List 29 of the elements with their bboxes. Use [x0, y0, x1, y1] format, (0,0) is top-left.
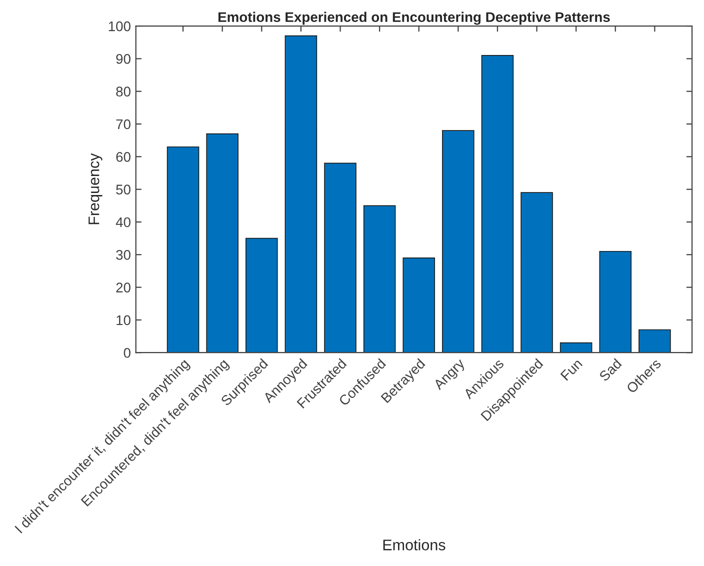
- bar: [520, 192, 553, 353]
- bar: [402, 257, 436, 353]
- bar: [599, 250, 632, 353]
- bar: [442, 130, 474, 353]
- y-tick-label: 0: [124, 348, 130, 358]
- y-tick-label: 100: [108, 21, 130, 32]
- y-tick-label: 20: [116, 282, 130, 292]
- y-tick-label: 40: [116, 217, 130, 228]
- bar: [284, 35, 318, 353]
- bar: [206, 133, 238, 353]
- y-tick-label: 80: [116, 86, 130, 97]
- x-tick-label: Sad: [598, 358, 622, 382]
- bar: [481, 55, 514, 353]
- x-axis-title: Emotions: [383, 539, 446, 550]
- bar: [324, 162, 356, 353]
- y-tick-label: 30: [116, 250, 130, 260]
- y-tick-label: 70: [116, 119, 130, 130]
- bar: [246, 238, 278, 353]
- y-tick-label: 60: [116, 152, 130, 162]
- bar: [363, 205, 396, 353]
- bar: [560, 342, 592, 353]
- y-tick-label: 10: [116, 315, 130, 326]
- x-tick-label: Fun: [560, 358, 583, 381]
- y-tick-label: 90: [116, 54, 130, 64]
- y-tick-label: 50: [116, 184, 130, 194]
- bar: [638, 329, 671, 353]
- chart-title: Emotions Experienced on Encountering Deceptive Patterns: [218, 12, 610, 25]
- bar: [166, 146, 200, 353]
- y-axis-title: Frequency: [88, 153, 102, 224]
